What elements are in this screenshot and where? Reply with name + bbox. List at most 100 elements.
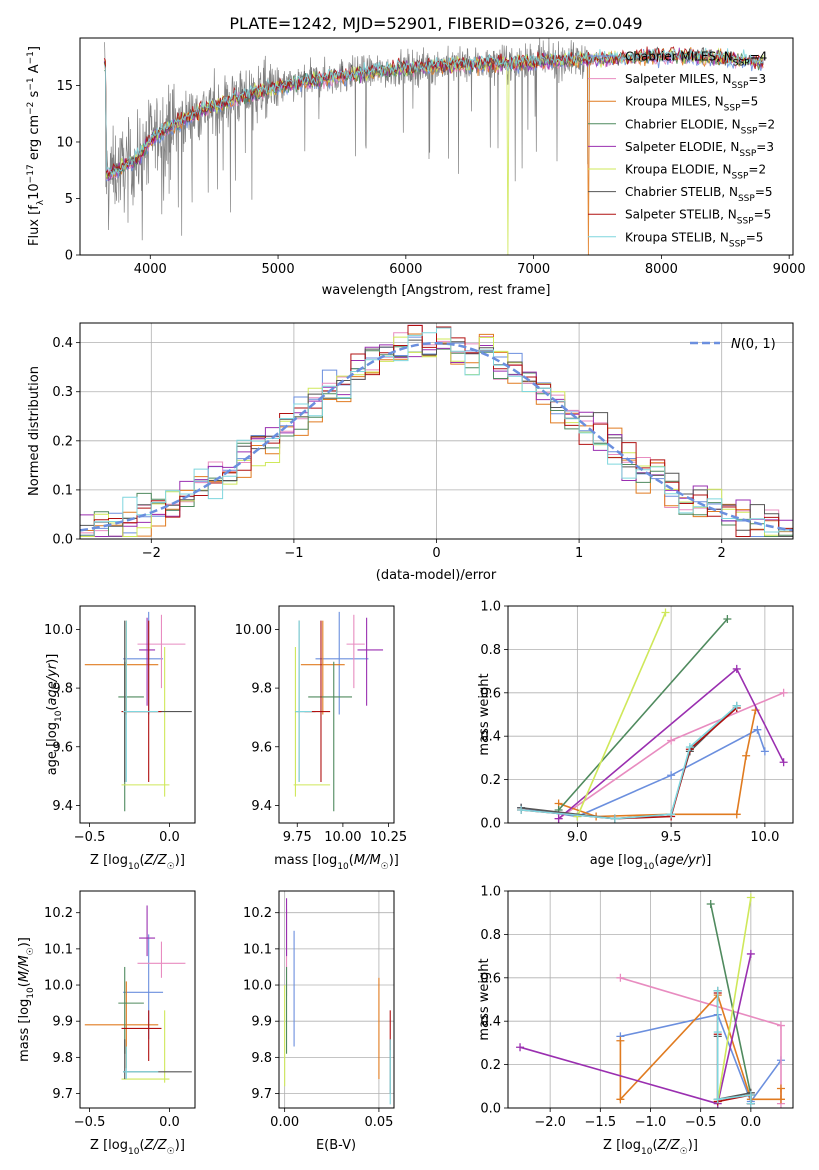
y-tick-label: 9.4 [52,799,73,814]
legend-label: Chabrier STELIB, NSSP=5 [625,185,773,204]
y-tick-label: 9.8 [251,682,272,697]
y-tick-label: 0.4 [480,730,501,745]
weight-line-kroupa-stelib [713,986,755,1108]
errorbar-kroupa-stelib [123,620,159,782]
plot-mass_vs_ebv: 0.00 0.05 9.7 9.8 9.9 10.0 10.1 10.2 E(B-V) [243,890,395,1153]
weight-marker [746,1099,755,1108]
weight-marker [713,986,722,995]
y-tick-label: 0.4 [480,1015,501,1030]
y-axis-label: age [log10(age/yr)] [45,654,64,776]
weight-marker [667,771,676,780]
y-tick-label: 9.8 [52,1051,73,1066]
x-tick-label: −1.5 [585,1115,617,1130]
weight-line-salpeter-stelib [517,703,741,823]
plot-weight_vs_Z: −2.0 −1.5 −1.0 −0.5 0.0 0.0 0.2 0.4 0.6 0.8 1.0 Z [… [477,885,794,1157]
x-tick-label: 9.0 [567,830,588,845]
plot-area [80,324,793,537]
y-tick-label: 1.0 [480,885,501,900]
legend-label: Salpeter STELIB, NSSP=5 [625,208,771,227]
weight-marker [517,805,526,814]
y-tick-label: 0.8 [480,643,501,658]
y-axis-label: mass weight [477,958,492,1040]
weight-marker [706,900,715,909]
y-tick-label: 5 [65,192,73,207]
weight-marker [616,1095,625,1104]
legend-label: Salpeter MILES, NSSP=3 [625,72,766,91]
x-tick-label: −0.5 [685,1115,717,1130]
errorbar-salpeter-elodie [139,617,156,706]
residual-legend: N(0, 1) [690,337,776,352]
plot-residuals: −2 −1 0 1 2 0.0 0.1 0.2 0.3 0.4 N(0, 1) (data-model… [27,322,794,583]
x-axis-label: Z [log10(Z/Z☉)] [90,1138,185,1157]
plot-weight_vs_age: 9.0 9.5 10.0 0.0 0.2 0.4 0.6 0.8 1.0 age [log10(a… [477,600,794,872]
errorbar-salpeter-miles [137,614,186,689]
weight-line-salpeter-elodie [554,664,788,823]
errorbar-kroupa-elodie [121,647,170,797]
x-tick-label: −2.0 [534,1115,566,1130]
weight-marker [760,747,769,756]
y-tick-label: 0.6 [480,971,501,986]
y-tick-label: 0 [65,249,73,264]
weight-marker [667,810,676,819]
errorbar-salpeter-miles [137,941,186,978]
weight-marker [746,893,755,902]
weight-marker [516,1043,525,1052]
axes-frame [278,605,395,824]
y-axis-label: Flux [fλ10−17 erg cm−2 s−1 A−1] [26,46,46,246]
weight-marker [713,1028,722,1037]
x-tick-label: 10.00 [324,830,361,845]
x-axis-label: wavelength [Angstrom, rest frame] [322,283,551,298]
histogram-kroupa-stelib [80,327,793,536]
weight-marker [667,736,676,745]
y-tick-label: 9.8 [251,1051,272,1066]
axes-frame [278,890,395,1109]
y-axis-label: mass [log10(M/M☉)] [17,937,36,1062]
errorbar-chabrier-miles [123,934,164,1040]
errorbar-chabrier-miles [123,611,164,715]
y-tick-label: 0.2 [480,773,501,788]
y-tick-label: 10.2 [243,906,272,921]
y-tick-label: 0.6 [480,686,501,701]
y-tick-label: 0.1 [52,483,73,498]
x-tick-label: 5000 [262,262,295,277]
x-tick-label: −0.5 [74,1115,106,1130]
weight-marker [616,1036,625,1045]
y-axis-label: Normed distribution [27,366,42,496]
errorbar-kroupa-stelib [295,620,312,782]
plot-area [284,898,391,1105]
y-tick-label: 9.8 [52,682,73,697]
axes-frame [79,37,794,256]
x-tick-label: −1.0 [635,1115,667,1130]
axes-frame [79,890,196,1109]
weight-line-kroupa-miles [616,991,785,1104]
errorbar-chabrier-stelib [123,1039,192,1080]
errorbar-kroupa-miles [84,981,159,1069]
plot-mass_vs_Z: −0.5 0.0 9.7 9.8 9.9 10.0 10.1 10.2 Z [log10(Z/Z… [17,890,196,1157]
weight-line-salpeter-miles [616,973,785,1108]
errorbar-salpeter-elodie [139,905,156,957]
x-tick-label: 1 [575,546,583,561]
weight-line-chabrier-miles [517,725,769,821]
y-tick-label: 10.0 [44,623,73,638]
x-tick-label: 9.5 [661,830,682,845]
y-tick-label: 0.3 [52,385,73,400]
y-tick-label: 0.0 [480,1102,501,1117]
axes-frame [507,605,794,824]
weight-marker [661,608,670,617]
legend-label: Salpeter ELODIE, NSSP=3 [625,140,774,159]
plot-area [516,893,785,1108]
y-tick-label: 10.00 [235,623,272,638]
plot-area [517,608,788,823]
y-tick-label: 15 [56,79,73,94]
x-tick-label: 8000 [645,262,678,277]
x-tick-label: 0 [432,546,440,561]
weight-marker [776,1021,785,1030]
weight-line-kroupa-stelib [517,701,741,823]
x-axis-label: Z [log10(Z/Z☉)] [90,853,185,872]
y-tick-label: 9.6 [52,740,73,755]
y-axis-label: mass weight [477,673,492,755]
y-tick-label: 9.4 [251,799,272,814]
x-tick-label: 9.75 [283,830,312,845]
weight-marker [732,664,741,673]
